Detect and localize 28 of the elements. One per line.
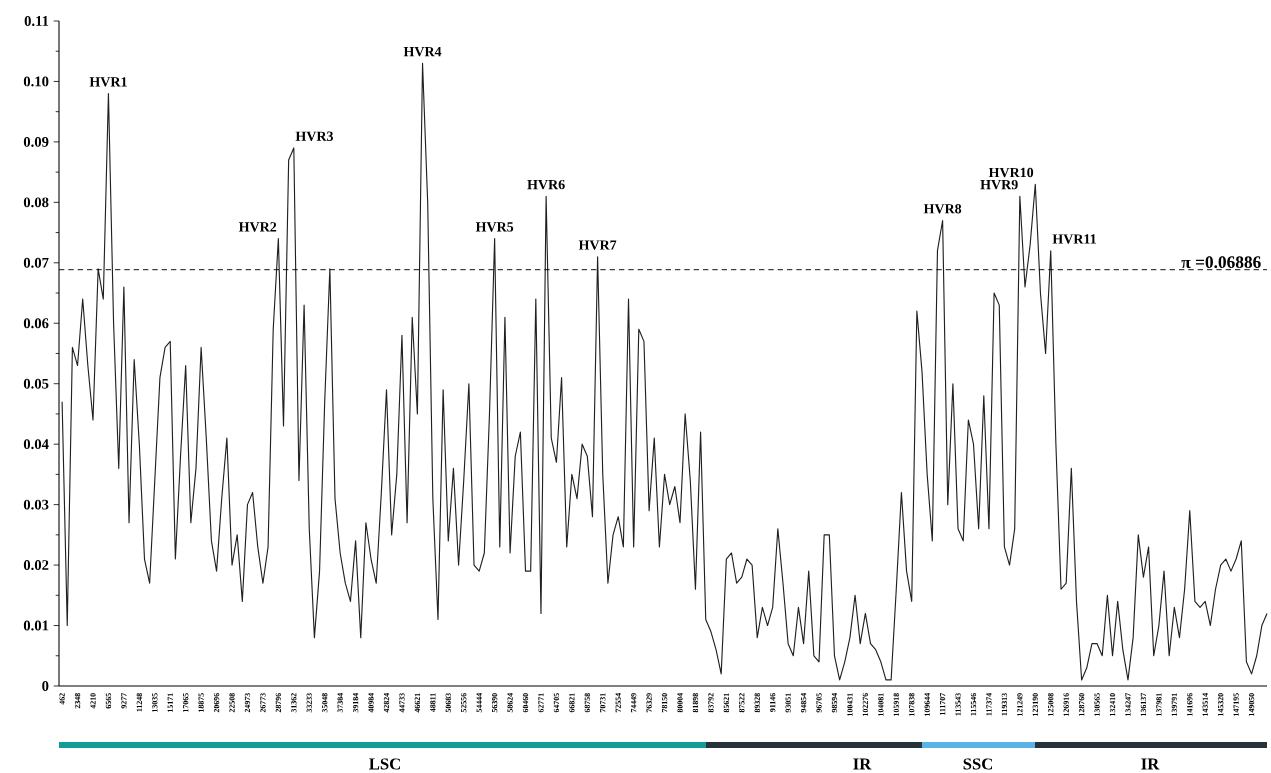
annotation: HVR1: [89, 77, 127, 87]
y-tick-label: 0.05: [23, 378, 49, 389]
y-tick-label: 0.10: [23, 76, 49, 87]
annotation: HVR11: [1052, 234, 1096, 244]
y-tick-label: 0.03: [23, 499, 49, 510]
annotation: HVR7: [578, 240, 617, 250]
y-tick-label: 0.08: [23, 197, 49, 208]
y-tick-label: 0.06: [23, 318, 49, 329]
y-tick-label: 0.09: [23, 136, 49, 147]
y-tick-label: 0: [42, 681, 49, 691]
text: IR: [1141, 758, 1160, 770]
annotation: HVR8: [923, 204, 962, 214]
annotation: HVR10: [988, 167, 1034, 178]
annotation: HVR4: [403, 46, 442, 57]
y-tick-label: 0.07: [23, 257, 49, 268]
y-tick-label: 0.02: [23, 560, 49, 571]
y-tick-label: 0.01: [23, 620, 49, 631]
ref-line-label: π =0.06886: [1181, 256, 1261, 269]
text: SSC: [963, 758, 993, 770]
text: LSC: [369, 758, 400, 770]
text: IR: [853, 758, 872, 770]
annotation: HVR9: [980, 179, 1018, 190]
annotation: HVR3: [295, 131, 334, 141]
annotation: HVR2: [238, 222, 277, 232]
annotation: HVR5: [475, 222, 514, 232]
annotation: HVR6: [527, 179, 565, 190]
y-tick-label: 0.04: [23, 439, 49, 450]
y-tick-label: 0.11: [24, 16, 49, 26]
